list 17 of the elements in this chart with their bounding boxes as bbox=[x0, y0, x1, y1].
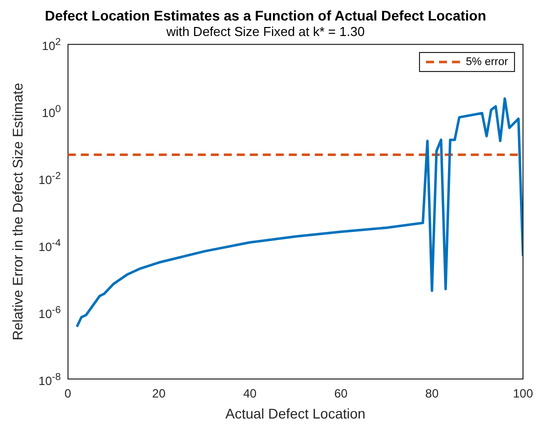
y-tick-label: 10$^{-6}$ bbox=[38, 304, 61, 322]
y-tick-label: 10$^{-8}$ bbox=[38, 370, 61, 389]
y-tick-label: 10$^{2}$ bbox=[42, 36, 61, 54]
y-tick-label: 10$^{0}$ bbox=[42, 103, 61, 122]
x-tick-label: 100 bbox=[512, 386, 534, 400]
x-axis-title: Actual Defect Location bbox=[225, 405, 366, 422]
x-tick-label: 0 bbox=[64, 386, 72, 400]
chart-subtitle: with Defect Size Fixed at k* = 1.30 bbox=[165, 24, 365, 40]
y-tick-label: 10$^{-4}$ bbox=[38, 237, 61, 256]
x-tick-label: 60 bbox=[334, 386, 348, 400]
x-tick-label: 40 bbox=[243, 386, 257, 400]
chart-title: Defect Location Estimates as a Function of Actual Defect Location bbox=[44, 7, 486, 24]
y-tick-label: 10$^{-2}$ bbox=[38, 170, 61, 188]
x-tick-label: 80 bbox=[425, 386, 439, 400]
x-tick-label: 20 bbox=[152, 386, 166, 400]
y-axis-title: Relative Error in the Defect Size Estimate bbox=[9, 82, 26, 340]
legend-label: 5% error bbox=[466, 56, 508, 68]
